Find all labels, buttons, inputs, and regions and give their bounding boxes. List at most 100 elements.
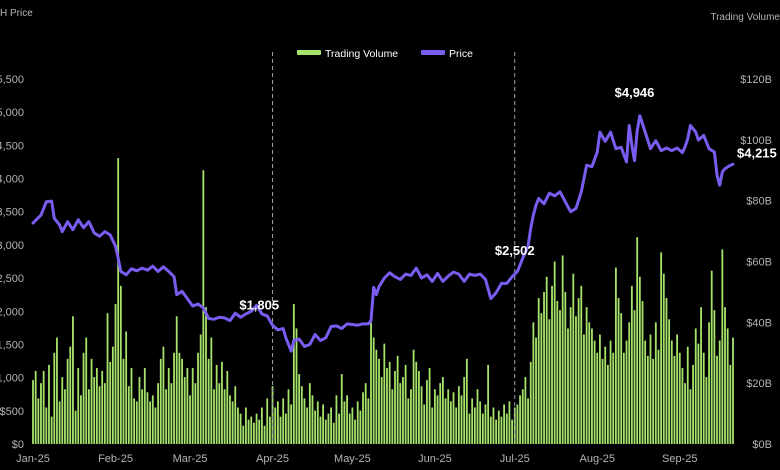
volume-bar [654,322,657,444]
volume-bar [298,374,301,444]
volume-bar [511,419,513,444]
right-tick-label: $60B [746,257,772,269]
volume-bar [354,419,356,444]
volume-bar [622,352,625,444]
left-axis-title: H Price [0,8,33,19]
volume-bar [367,398,370,445]
volume-bar [670,340,673,444]
volume-bar [327,413,330,444]
volume-bar [82,352,85,444]
volume-bar [197,352,199,444]
volume-bar [274,407,277,444]
volume-bar [114,304,117,444]
volume-bar [53,352,56,444]
volume-bar [479,401,482,444]
volume-bar [141,389,144,444]
volume-bar [215,364,218,444]
volume-bar [159,358,162,444]
volume-bar [540,313,543,444]
volume-bar [247,419,250,444]
volume-bar [133,398,136,445]
volume-bar [340,374,343,444]
volume-bar [481,413,484,444]
volume-bar [591,328,593,444]
volume-bar [95,367,98,444]
volume-bar [665,298,668,444]
volume-bar [694,328,697,444]
right-tick-label: $40B [746,317,772,329]
volume-bar [103,383,106,444]
volume-bar [314,410,317,444]
volume-bar [255,413,258,444]
volume-bar [231,401,234,444]
volume-bar [710,270,713,445]
volume-bar [378,358,380,444]
volume-bar [418,371,420,444]
left-tick-label: 3,500 [0,207,24,219]
volume-bar [609,340,612,444]
volume-bar [543,291,545,444]
volume-bar [569,307,572,445]
volume-bar [101,371,104,444]
volume-bar [375,349,378,444]
volume-bar [447,389,450,444]
volume-bar [614,267,617,444]
volume-bar [713,310,716,444]
volume-bar [487,364,490,444]
volume-bar [394,371,396,444]
volume-bar [125,331,128,444]
volume-bar [207,358,210,444]
volume-bar [716,355,718,444]
volume-bar [412,349,415,444]
volume-bar [436,395,439,444]
volume-bar [229,395,231,444]
volume-bar [226,371,229,444]
right-tick-label: $0B [752,439,772,451]
legend-volume-label: Trading Volume [325,48,398,60]
x-tick-label: May-25 [334,453,371,465]
volume-bar [668,319,671,444]
volume-bar [221,361,223,445]
volume-bar [69,346,72,444]
left-tick-label: 3,000 [0,240,24,252]
volume-bar [290,404,293,444]
volume-bar [476,389,479,444]
volume-bar [295,328,298,444]
volume-bar [577,298,580,444]
volume-bar [500,416,503,445]
volume-bar [146,392,149,444]
volume-bar [593,340,596,444]
volume-bar [167,367,170,444]
volume-bar [681,367,684,444]
volume-bar [641,301,644,444]
volume-bar [527,398,529,445]
volume-bar [460,395,463,444]
volume-bar [521,389,524,444]
volume-bar [559,310,561,444]
volume-bar [64,389,66,444]
volume-bars [32,158,734,445]
volume-bar [245,407,247,444]
volume-bar [726,328,729,444]
volume-bar [588,322,591,444]
volume-bar [718,340,721,444]
volume-bar [673,355,676,444]
x-tick-label: Apr-25 [256,453,289,465]
left-tick-label: 5,500 [0,74,24,86]
x-tick-label: Jan-25 [16,453,50,465]
volume-bar [548,319,551,444]
right-tick-label: $80B [746,196,772,208]
volume-bar [391,389,394,444]
left-tick-label: 2,000 [0,306,24,318]
volume-bar [32,380,34,445]
volume-bar [692,364,694,444]
volume-bar [537,298,540,444]
volume-bar [130,367,133,444]
volume-bar [170,383,173,444]
volume-bar [689,389,692,444]
volume-bar [556,301,559,444]
volume-bar [638,276,641,444]
volume-bar [604,346,607,444]
volume-bar [644,340,647,444]
volume-bar [292,304,295,444]
